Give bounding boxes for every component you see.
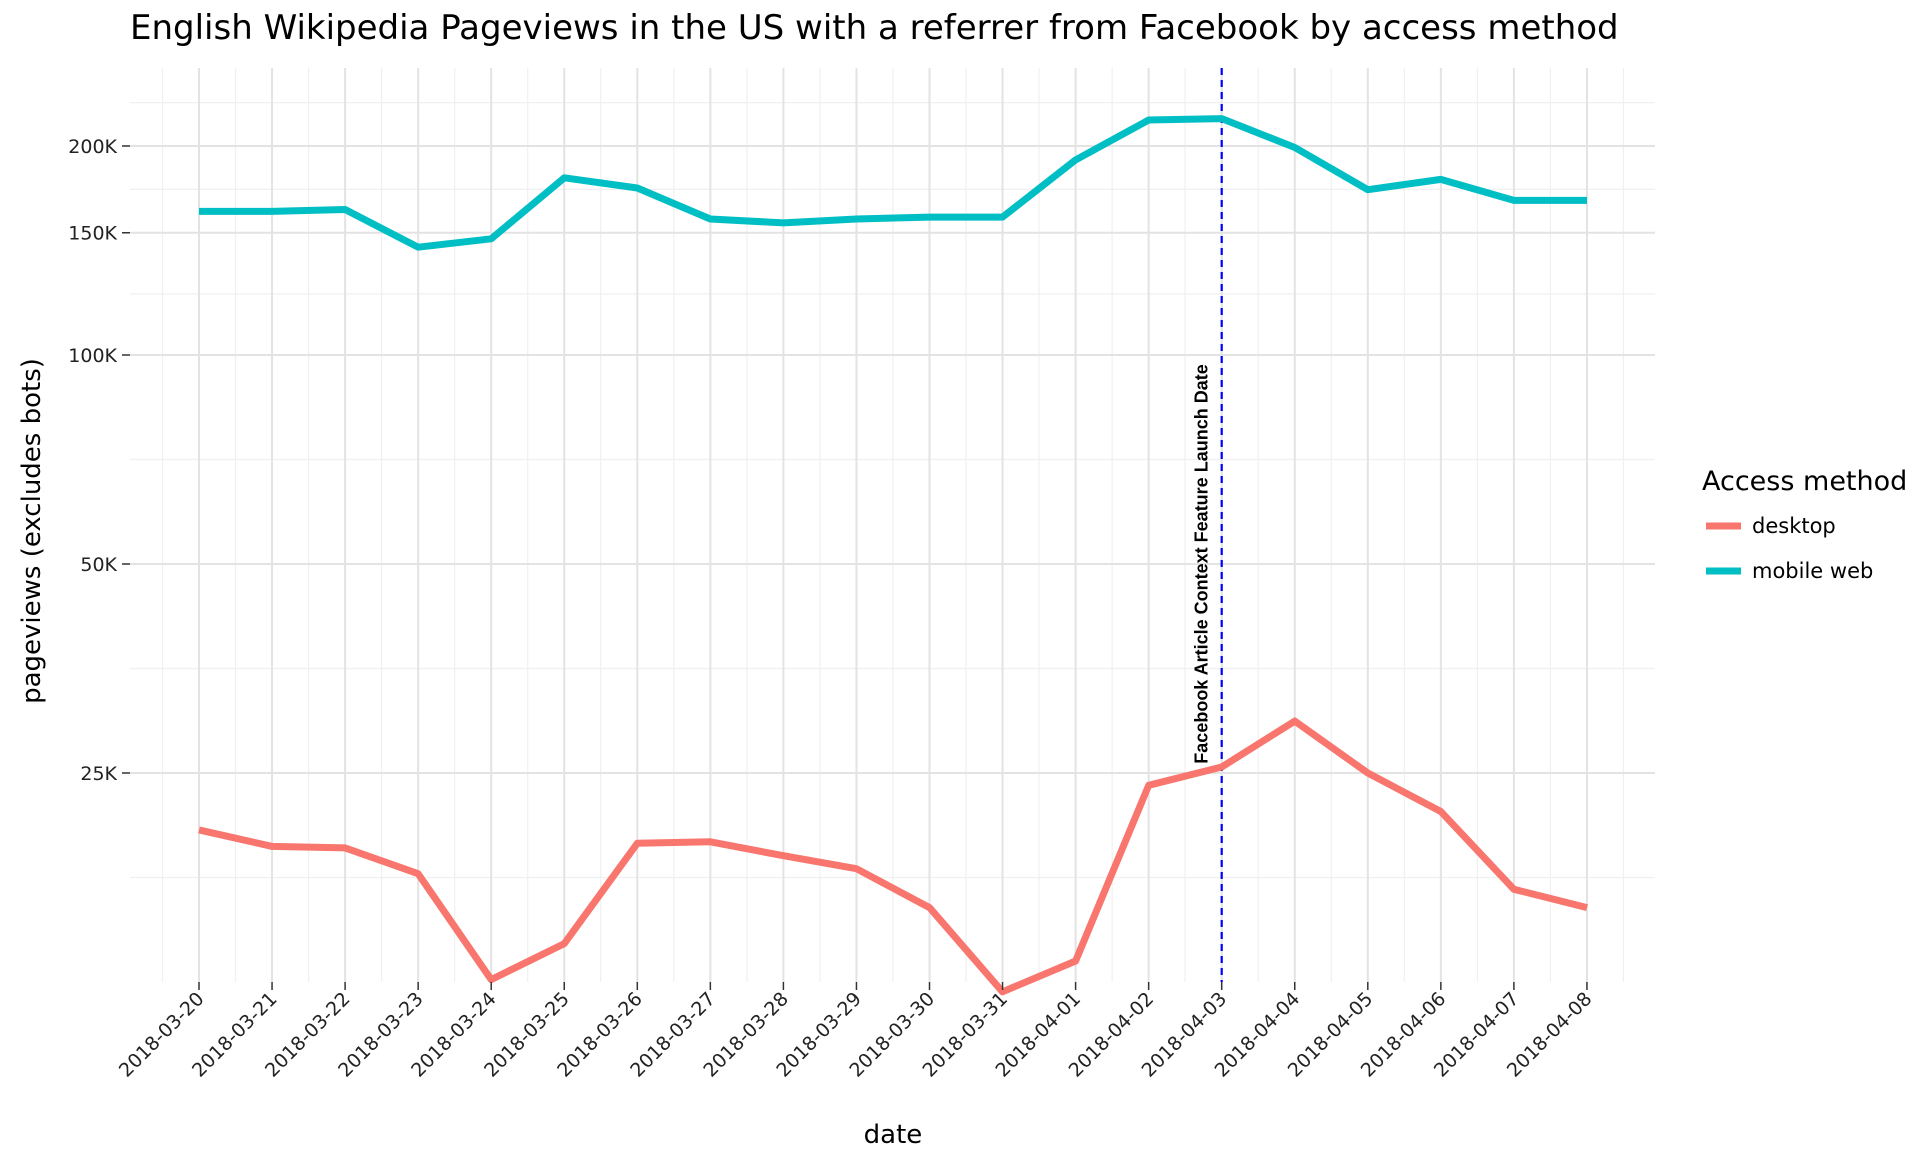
annotation-text-layer: Facebook Article Context Feature Launch … <box>1192 364 1212 763</box>
y-tick-label: 25K <box>80 763 117 785</box>
legend-label-mobile-web: mobile web <box>1752 559 1873 583</box>
series-line-desktop <box>198 717 1588 996</box>
launch-date-label: Facebook Article Context Feature Launch … <box>1192 364 1212 763</box>
x-axis-ticks: 2018-03-202018-03-212018-03-222018-03-23… <box>115 982 1596 1082</box>
y-tick-label: 150K <box>68 223 117 245</box>
grid-layer <box>130 68 1655 982</box>
legend-label-desktop: desktop <box>1752 514 1836 538</box>
series-layer <box>198 115 1588 996</box>
chart-title: English Wikipedia Pageviews in the US wi… <box>130 8 1619 48</box>
x-axis-title: date <box>864 1120 923 1150</box>
y-axis-ticks: 25K 50K 100K 150K 200K <box>68 136 130 785</box>
legend: Access method desktop mobile web <box>1702 466 1907 583</box>
legend-title: Access method <box>1702 466 1907 497</box>
y-tick-label: 50K <box>80 554 117 576</box>
y-tick-label: 200K <box>68 136 117 158</box>
y-axis-title: pageviews (excludes bots) <box>17 358 47 704</box>
y-tick-label: 100K <box>68 345 117 367</box>
series-line-mobile-web <box>199 115 1587 251</box>
